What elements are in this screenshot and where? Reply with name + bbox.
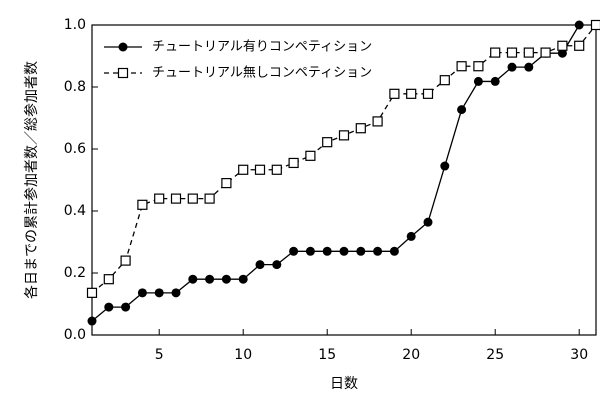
data-point xyxy=(557,48,567,58)
data-point xyxy=(221,274,231,284)
y-tick-label: 0.6 xyxy=(64,141,86,157)
legend-marker xyxy=(117,67,129,79)
y-axis-label: 各日までの累計参加者数／総参加者数 xyxy=(23,61,40,299)
data-point xyxy=(389,246,399,256)
data-point xyxy=(473,76,483,86)
y-tick-label: 0.8 xyxy=(64,79,86,95)
x-tick-label: 30 xyxy=(570,347,588,363)
data-point xyxy=(540,47,551,58)
y-tick-label: 1.0 xyxy=(64,17,86,33)
y-tick-label: 0.0 xyxy=(64,327,86,343)
data-point xyxy=(490,76,500,86)
data-point xyxy=(255,260,265,270)
data-point xyxy=(238,164,249,175)
data-point xyxy=(137,199,148,210)
data-point xyxy=(372,116,383,127)
data-point xyxy=(238,274,248,284)
data-point xyxy=(574,40,585,51)
data-point xyxy=(356,246,366,256)
data-point xyxy=(557,40,568,51)
plot-frame xyxy=(91,24,597,336)
data-point xyxy=(288,157,299,169)
data-point xyxy=(507,62,517,72)
data-point xyxy=(137,288,147,298)
data-point xyxy=(121,302,131,312)
legend-label: チュートリアル有りコンペティション xyxy=(152,40,372,55)
x-tick-label: 5 xyxy=(155,347,164,363)
x-tick-label: 25 xyxy=(486,347,504,363)
data-point xyxy=(171,288,181,298)
data-point xyxy=(338,130,350,141)
y-tick-label: 0.4 xyxy=(64,203,86,219)
data-point xyxy=(439,75,450,86)
data-point xyxy=(490,47,501,58)
x-tick-label: 15 xyxy=(318,347,336,363)
data-point xyxy=(389,88,400,99)
data-point xyxy=(205,274,215,284)
data-point xyxy=(289,246,299,256)
data-point xyxy=(272,260,282,270)
data-point xyxy=(86,287,98,298)
data-point xyxy=(204,193,215,204)
legend-label: チュートリアル無しコンペティション xyxy=(152,66,372,81)
data-point xyxy=(120,255,131,266)
data-point xyxy=(305,246,315,256)
data-point xyxy=(590,19,600,31)
data-point xyxy=(322,137,333,148)
data-point xyxy=(187,193,198,204)
data-point xyxy=(221,178,232,189)
data-point xyxy=(188,274,198,284)
data-point xyxy=(305,150,316,161)
data-point xyxy=(104,302,114,312)
data-point xyxy=(440,161,450,171)
data-point xyxy=(170,193,182,204)
data-point xyxy=(423,217,433,227)
data-point xyxy=(355,123,366,134)
data-point xyxy=(457,105,467,115)
x-tick-label: 20 xyxy=(402,347,420,363)
data-point xyxy=(322,246,332,256)
legend-marker xyxy=(118,42,128,52)
data-point xyxy=(103,274,114,285)
data-point xyxy=(87,316,97,326)
data-point xyxy=(574,20,584,30)
data-point xyxy=(154,288,164,298)
data-point xyxy=(473,61,484,72)
data-point xyxy=(422,88,434,99)
data-point xyxy=(506,47,518,58)
x-tick-label: 10 xyxy=(234,347,252,363)
data-point xyxy=(524,62,534,72)
data-point xyxy=(154,193,165,204)
x-axis-label: 日数 xyxy=(330,376,358,392)
data-point xyxy=(373,246,383,256)
data-point xyxy=(254,164,266,175)
y-tick-label: 0.2 xyxy=(64,265,86,281)
data-point xyxy=(406,231,416,241)
data-point xyxy=(271,164,282,175)
data-point xyxy=(456,61,467,72)
data-point xyxy=(339,246,349,256)
data-point xyxy=(406,88,417,99)
data-point xyxy=(523,47,534,58)
